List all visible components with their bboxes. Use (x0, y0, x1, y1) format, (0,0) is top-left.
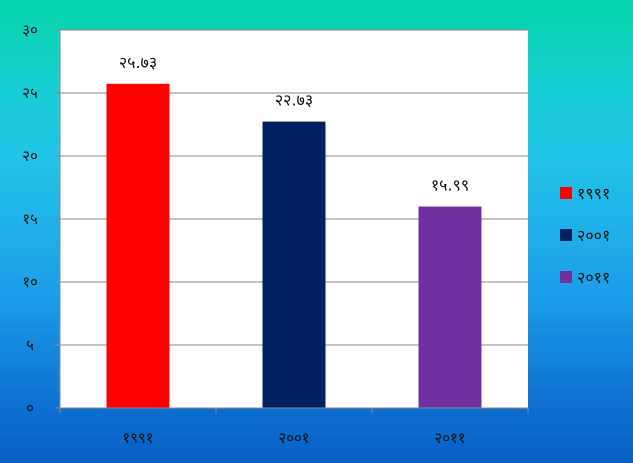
bar (262, 121, 326, 409)
bar (106, 83, 170, 408)
legend-label: २००१ (577, 226, 610, 245)
y-tick-label: ३० (22, 21, 38, 39)
data-label: २५.७३ (119, 53, 157, 72)
legend-label: १९९१ (577, 184, 610, 203)
y-tick-label: १५ (22, 210, 38, 228)
axes (55, 29, 529, 413)
labels: ० ५ १० १५ २० २५ ३० २५.७३ १९९१ २२.७३ २००१ १५.९९ २०११ (22, 21, 469, 447)
x-tick-label: १९९१ (122, 429, 153, 447)
x-tick-label: २००१ (278, 429, 309, 447)
data-label: २२.७३ (275, 91, 313, 110)
legend-label: २०११ (577, 268, 610, 287)
legend-swatch (560, 229, 572, 241)
y-tick-label: २५ (22, 84, 38, 102)
legend-swatch (560, 271, 572, 283)
bar (418, 206, 482, 408)
data-label: १५.९९ (431, 176, 469, 195)
bars (106, 83, 482, 409)
x-tick-label: २०११ (434, 429, 465, 447)
legend: १९९१ २००१ २०११ (560, 184, 610, 287)
y-tick-label: २० (22, 147, 38, 165)
y-tick-label: १० (22, 273, 38, 291)
legend-swatch (560, 187, 572, 199)
y-tick-label: ५ (26, 336, 34, 354)
y-tick-label: ० (26, 399, 34, 417)
